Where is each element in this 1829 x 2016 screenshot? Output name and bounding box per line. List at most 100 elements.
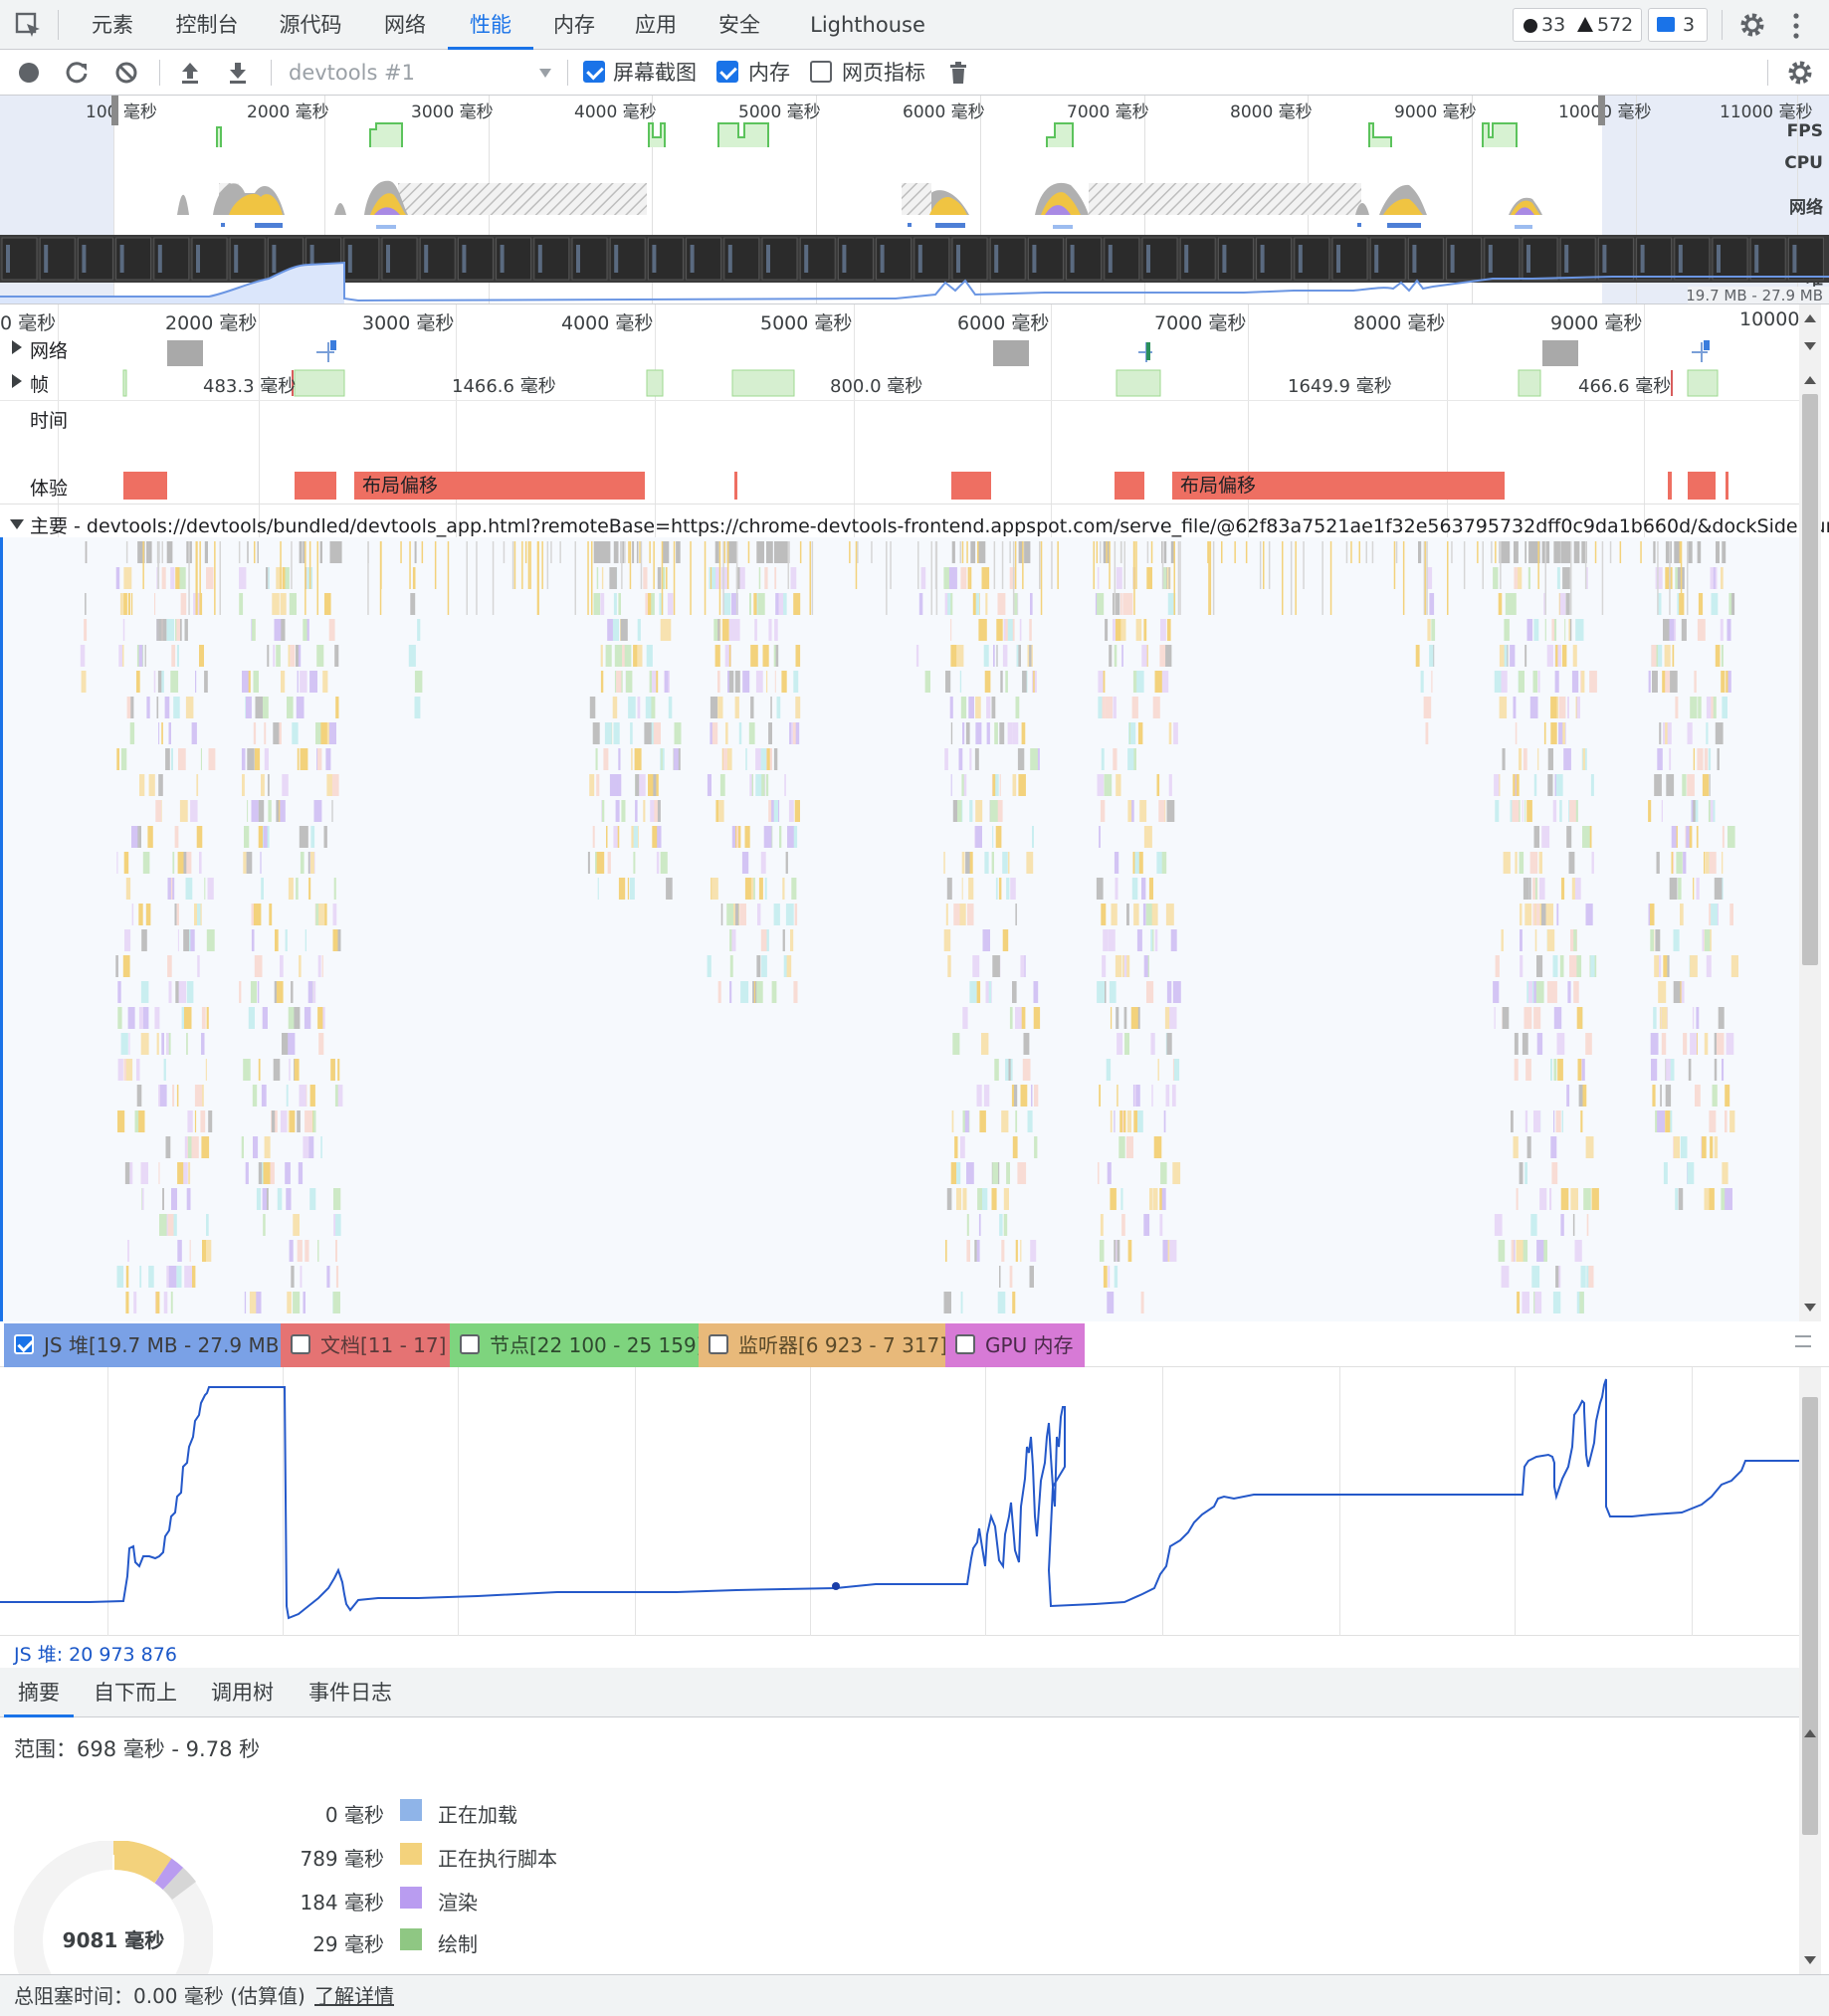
network-track[interactable] xyxy=(0,332,1801,372)
flame-entry[interactable] xyxy=(739,567,745,589)
flame-entry[interactable] xyxy=(1725,1110,1727,1132)
gpu-memory-toggle[interactable]: GPU 内存 xyxy=(945,1323,1085,1367)
flame-entry[interactable] xyxy=(1580,1110,1583,1132)
flame-entry[interactable] xyxy=(1424,541,1427,615)
flame-entry[interactable] xyxy=(1565,541,1572,563)
flame-entry[interactable] xyxy=(1680,904,1684,925)
flame-entry[interactable] xyxy=(718,541,721,615)
layout-shift[interactable] xyxy=(1688,472,1716,500)
flame-entry[interactable] xyxy=(261,774,265,796)
flame-entry[interactable] xyxy=(1116,1240,1118,1262)
flame-entry[interactable] xyxy=(960,567,967,589)
flame-entry[interactable] xyxy=(782,929,785,951)
flame-entry[interactable] xyxy=(788,800,794,822)
flame-entry[interactable] xyxy=(1582,748,1585,770)
flame-entry[interactable] xyxy=(1727,619,1731,641)
flame-entry[interactable] xyxy=(1704,1033,1709,1055)
flame-entry[interactable] xyxy=(1523,748,1527,770)
flame-entry[interactable] xyxy=(1694,671,1697,693)
flame-entry[interactable] xyxy=(1425,722,1429,744)
flame-entry[interactable] xyxy=(148,1266,154,1288)
flame-entry[interactable] xyxy=(972,955,980,977)
flame-entry[interactable] xyxy=(263,1214,266,1236)
flame-entry[interactable] xyxy=(1690,955,1698,977)
flame-entry[interactable] xyxy=(1546,929,1555,951)
flame-entry[interactable] xyxy=(1585,1033,1592,1055)
flame-entry[interactable] xyxy=(1657,567,1663,589)
flame-entry[interactable] xyxy=(1524,1110,1528,1132)
flame-entry[interactable] xyxy=(965,852,970,874)
flame-entry[interactable] xyxy=(242,671,249,693)
flame-entry[interactable] xyxy=(1498,1240,1506,1262)
flame-entry[interactable] xyxy=(171,1188,177,1210)
flame-entry[interactable] xyxy=(1569,800,1576,822)
flame-entry[interactable] xyxy=(298,1162,304,1184)
flame-entry[interactable] xyxy=(992,1162,999,1184)
flame-entry[interactable] xyxy=(762,645,769,667)
flame-entry[interactable] xyxy=(961,774,964,796)
flame-entry[interactable] xyxy=(1722,697,1727,718)
flame-entry[interactable] xyxy=(1034,1085,1039,1107)
flame-entry[interactable] xyxy=(953,904,962,925)
flame-entry[interactable] xyxy=(267,645,270,667)
flame-entry[interactable] xyxy=(1157,1059,1159,1081)
flame-entry[interactable] xyxy=(1504,619,1510,641)
flame-entry[interactable] xyxy=(243,852,247,874)
flame-entry[interactable] xyxy=(739,904,746,925)
flame-entry[interactable] xyxy=(630,722,633,744)
flame-entry[interactable] xyxy=(723,593,731,615)
flame-entry[interactable] xyxy=(299,955,302,977)
flame-entry[interactable] xyxy=(1132,671,1139,693)
flame-entry[interactable] xyxy=(1371,541,1374,563)
flame-entry[interactable] xyxy=(721,619,729,641)
flame-entry[interactable] xyxy=(187,1110,193,1132)
flame-entry[interactable] xyxy=(1687,774,1695,796)
flame-entry[interactable] xyxy=(305,541,306,615)
flame-entry[interactable] xyxy=(632,541,635,563)
flame-entry[interactable] xyxy=(1690,697,1698,718)
flame-entry[interactable] xyxy=(148,541,152,563)
flame-entry[interactable] xyxy=(1721,567,1724,589)
flame-entry[interactable] xyxy=(1680,541,1683,615)
flame-entry[interactable] xyxy=(957,800,962,822)
flame-entry[interactable] xyxy=(1524,645,1527,667)
flame-entry[interactable] xyxy=(303,671,305,693)
flame-entry[interactable] xyxy=(601,800,605,822)
flame-entry[interactable] xyxy=(994,774,999,796)
flame-entry[interactable] xyxy=(1135,852,1143,874)
flame-entry[interactable] xyxy=(273,645,276,667)
flame-entry[interactable] xyxy=(795,697,801,718)
flame-entry[interactable] xyxy=(204,878,206,900)
flame-entry[interactable] xyxy=(646,645,653,667)
flame-entry[interactable] xyxy=(1494,671,1502,693)
flame-entry[interactable] xyxy=(550,541,552,563)
flame-entry[interactable] xyxy=(170,567,175,589)
flame-entry[interactable] xyxy=(177,1240,182,1262)
flame-entry[interactable] xyxy=(131,826,138,848)
flame-entry[interactable] xyxy=(754,619,757,641)
flame-entry[interactable] xyxy=(1688,1059,1692,1081)
flame-entry[interactable] xyxy=(1532,981,1538,1003)
flame-entry[interactable] xyxy=(999,722,1005,744)
flame-entry[interactable] xyxy=(1519,800,1521,822)
flame-entry[interactable] xyxy=(1549,981,1557,1003)
flame-entry[interactable] xyxy=(1666,774,1675,796)
flame-entry[interactable] xyxy=(141,929,147,951)
flame-entry[interactable] xyxy=(1545,904,1554,925)
flame-entry[interactable] xyxy=(1528,878,1531,900)
flame-entry[interactable] xyxy=(197,955,200,977)
flame-entry[interactable] xyxy=(1716,541,1720,563)
flame-entry[interactable] xyxy=(1104,774,1113,796)
flame-entry[interactable] xyxy=(254,955,263,977)
flame-entry[interactable] xyxy=(1531,541,1540,563)
flame-entry[interactable] xyxy=(1688,826,1693,848)
layout-shift[interactable] xyxy=(734,472,737,500)
flame-entry[interactable] xyxy=(1116,567,1122,589)
flame-entry[interactable] xyxy=(723,541,726,563)
flame-entry[interactable] xyxy=(666,878,673,900)
flame-entry[interactable] xyxy=(321,955,323,977)
flame-entry[interactable] xyxy=(138,904,143,925)
flame-entry[interactable] xyxy=(1024,541,1031,563)
flame-entry[interactable] xyxy=(332,904,337,925)
flame-entry[interactable] xyxy=(1536,1110,1541,1132)
